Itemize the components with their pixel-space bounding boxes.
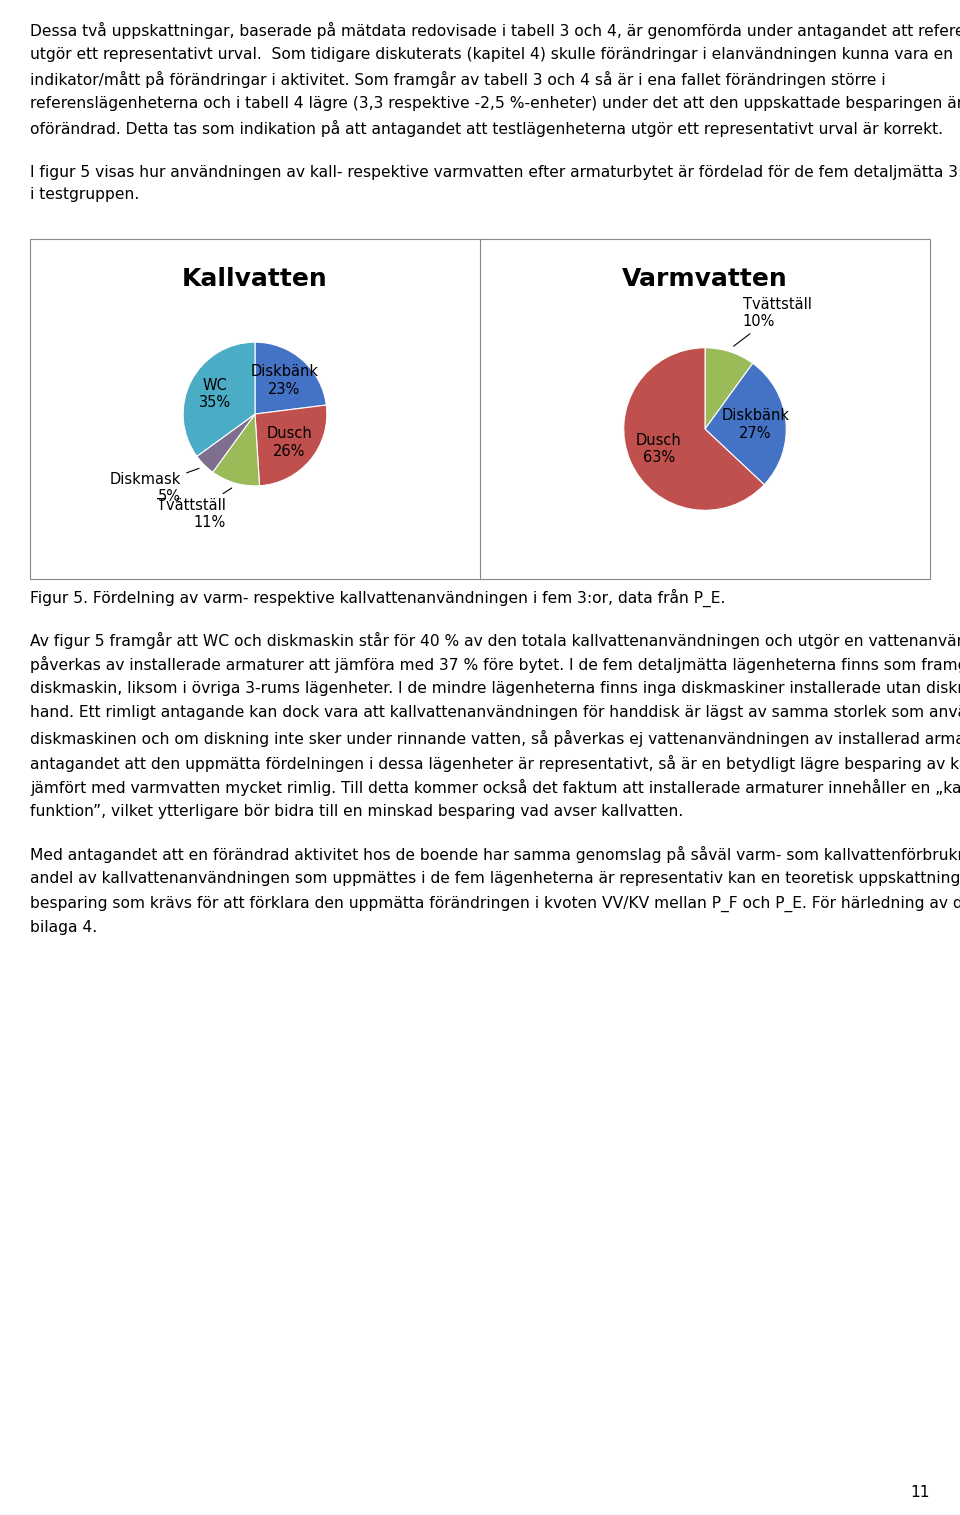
Wedge shape [255,342,326,414]
Text: I figur 5 visas hur användningen av kall- respektive varmvatten efter armaturbyt: I figur 5 visas hur användningen av kall… [30,164,960,180]
Text: oförändrad. Detta tas som indikation på att antagandet att testlägenheterna utgö: oförändrad. Detta tas som indikation på … [30,120,943,138]
Text: indikator/mått på förändringar i aktivitet. Som framgår av tabell 3 och 4 så är : indikator/mått på förändringar i aktivit… [30,71,886,88]
Text: WC
35%: WC 35% [200,377,231,411]
Wedge shape [624,348,764,511]
Text: i testgruppen.: i testgruppen. [30,188,139,203]
Text: andel av kallvattenanvändningen som uppmättes i de fem lägenheterna är represent: andel av kallvattenanvändningen som uppm… [30,871,960,886]
Text: Diskbänk
27%: Diskbänk 27% [721,408,789,441]
Text: påverkas av installerade armaturer att jämföra med 37 % före bytet. I de fem det: påverkas av installerade armaturer att j… [30,656,960,673]
Text: referenslägenheterna och i tabell 4 lägre (3,3 respektive -2,5 %-enheter) under : referenslägenheterna och i tabell 4 lägr… [30,95,960,111]
Text: Diskmask
5%: Diskmask 5% [110,468,199,504]
Text: Figur 5. Fördelning av varm- respektive kallvattenanvändningen i fem 3:or, data : Figur 5. Fördelning av varm- respektive … [30,589,726,608]
Text: Kallvatten: Kallvatten [182,267,328,291]
Text: Tvättställ
11%: Tvättställ 11% [157,488,231,530]
Text: Dessa två uppskattningar, baserade på mätdata redovisade i tabell 3 och 4, är ge: Dessa två uppskattningar, baserade på mä… [30,23,960,39]
Wedge shape [705,348,753,429]
Text: Varmvatten: Varmvatten [622,267,788,291]
Wedge shape [255,405,326,486]
Text: diskmaskin, liksom i övriga 3-rums lägenheter. I de mindre lägenheterna finns in: diskmaskin, liksom i övriga 3-rums lägen… [30,680,960,695]
Text: Av figur 5 framgår att WC och diskmaskin står för 40 % av den totala kallvattena: Av figur 5 framgår att WC och diskmaskin… [30,632,960,648]
Text: Tvättställ
10%: Tvättställ 10% [733,297,811,347]
Text: bilaga 4.: bilaga 4. [30,920,97,935]
Bar [30,239,930,579]
Text: Dusch
63%: Dusch 63% [636,433,682,465]
Text: antagandet att den uppmätta fördelningen i dessa lägenheter är representativt, s: antagandet att den uppmätta fördelningen… [30,754,960,771]
Text: hand. Ett rimligt antagande kan dock vara att kallvattenanvändningen för handdis: hand. Ett rimligt antagande kan dock var… [30,706,960,720]
Text: besparing som krävs för att förklara den uppmätta förändringen i kvoten VV/KV me: besparing som krävs för att förklara den… [30,895,960,912]
Wedge shape [197,414,255,473]
Text: Diskbänk
23%: Diskbänk 23% [251,365,319,397]
Wedge shape [213,414,259,486]
Wedge shape [183,342,255,456]
Text: Dusch
26%: Dusch 26% [267,426,312,459]
Wedge shape [705,364,786,485]
Text: utgör ett representativt urval.  Som tidigare diskuterats (kapitel 4) skulle för: utgör ett representativt urval. Som tidi… [30,47,953,62]
Text: Med antagandet att en förändrad aktivitet hos de boende har samma genomslag på s: Med antagandet att en förändrad aktivite… [30,847,960,864]
Text: jämfört med varmvatten mycket rimlig. Till detta kommer också det faktum att ins: jämfört med varmvatten mycket rimlig. Ti… [30,779,960,795]
Text: funktion”, vilket ytterligare bör bidra till en minskad besparing vad avser kall: funktion”, vilket ytterligare bör bidra … [30,803,684,818]
Text: 11: 11 [910,1485,930,1500]
Text: diskmaskinen och om diskning inte sker under rinnande vatten, så påverkas ej vat: diskmaskinen och om diskning inte sker u… [30,730,960,747]
